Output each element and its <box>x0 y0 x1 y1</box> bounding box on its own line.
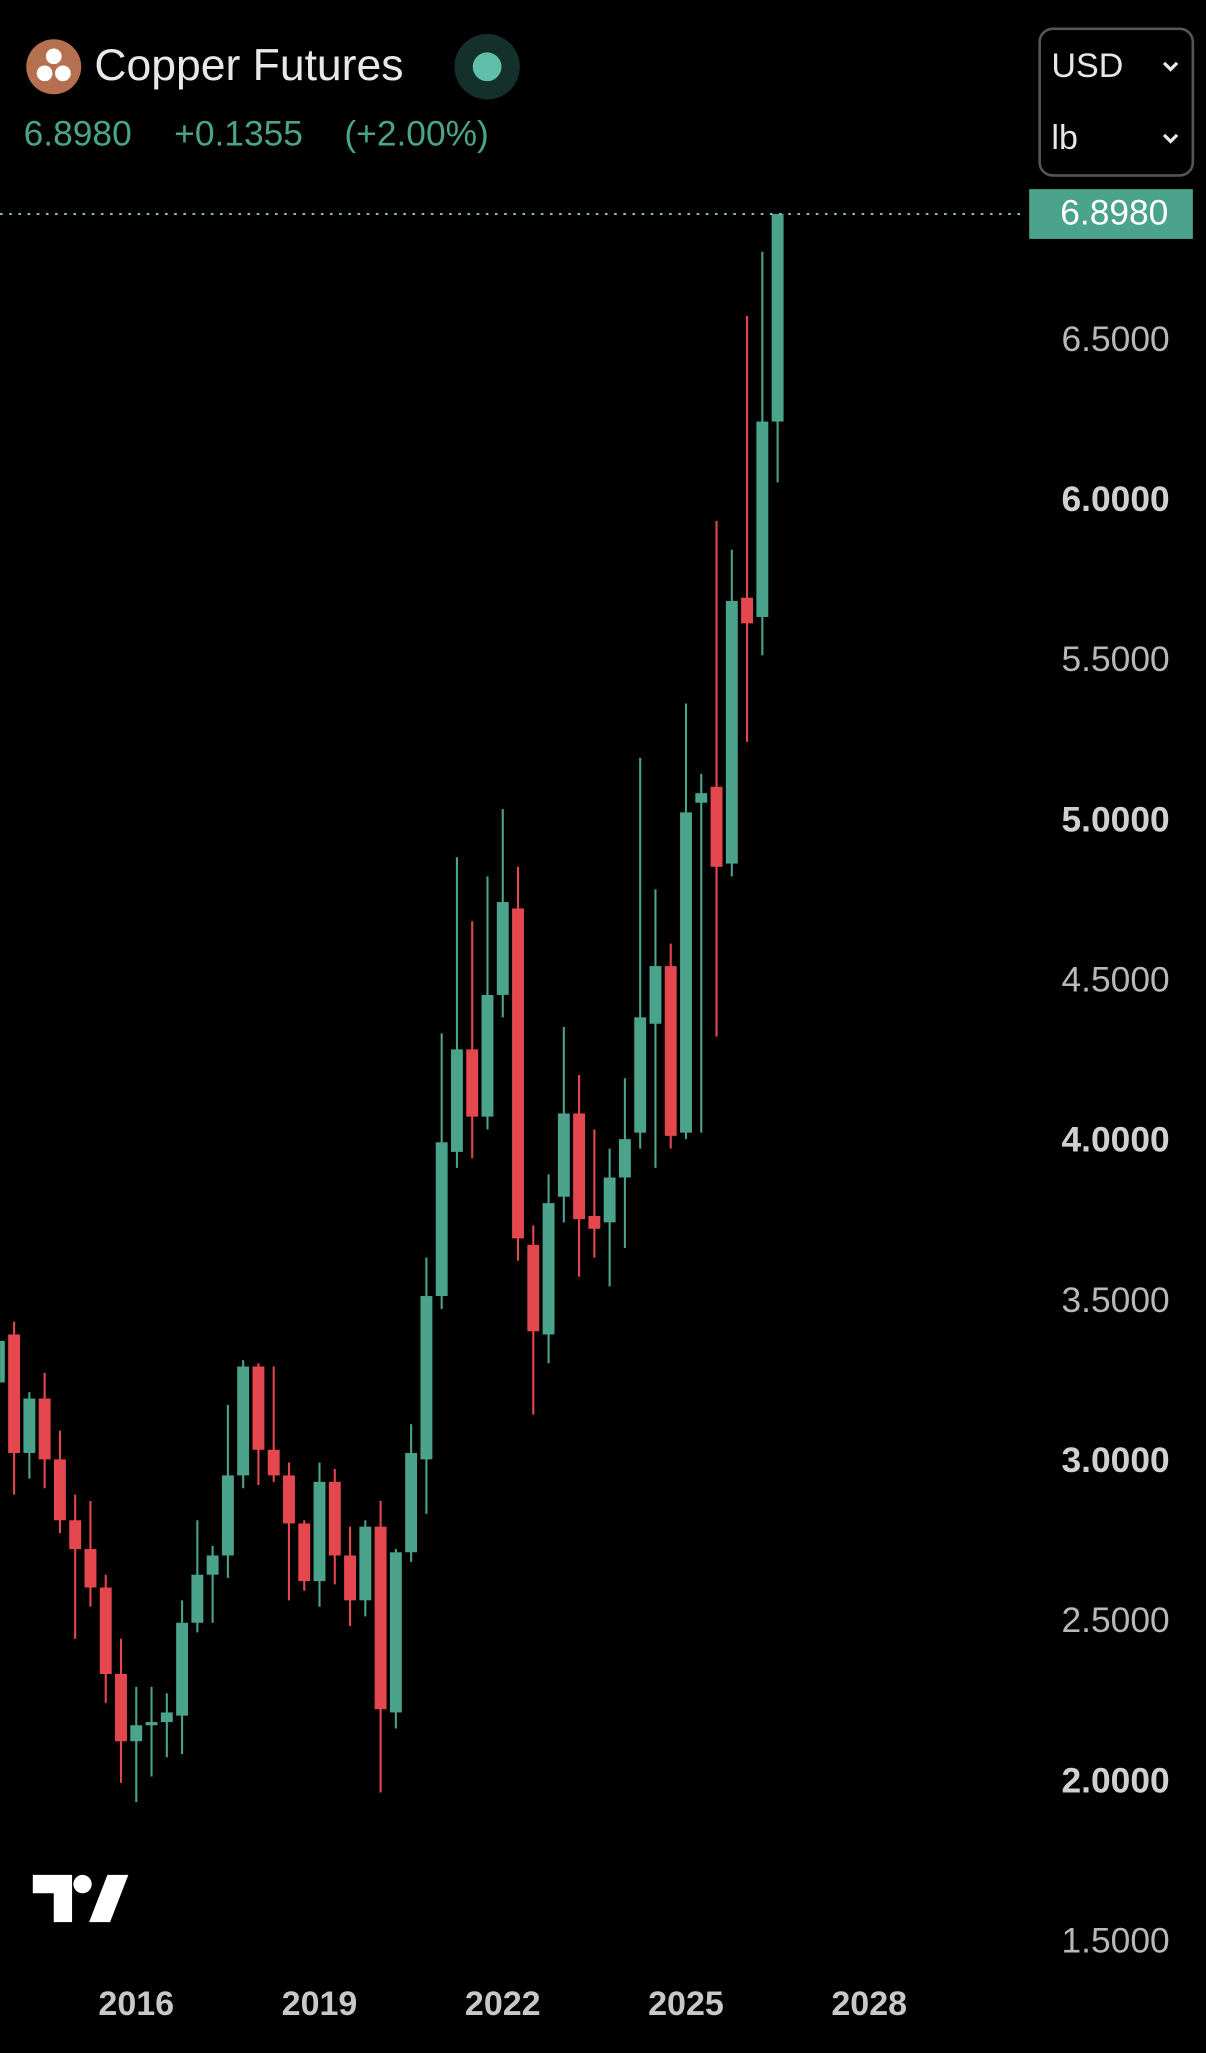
candle-body <box>618 1139 631 1178</box>
y-tick-label: 5.0000 <box>1062 800 1170 839</box>
candle-body <box>8 1334 21 1453</box>
currency-dropdown[interactable]: USD <box>1051 47 1123 85</box>
y-tick-label: 5.5000 <box>1062 640 1170 679</box>
candle-body <box>84 1549 97 1588</box>
candle-body <box>359 1526 372 1601</box>
candle-body <box>344 1555 357 1601</box>
x-tick-label: 2019 <box>282 1985 358 2023</box>
candle-body <box>328 1481 341 1556</box>
candle-body <box>221 1475 234 1556</box>
candle-body <box>542 1203 555 1335</box>
price-change-pct: (+2.00%) <box>344 115 488 154</box>
candle-body <box>252 1366 265 1450</box>
last-price-box <box>1029 189 1193 239</box>
candle-body <box>496 902 509 995</box>
candle-body <box>466 1049 479 1117</box>
unit-selector[interactable]: USD lb <box>1038 27 1195 177</box>
candle-body <box>588 1215 601 1229</box>
candle-body <box>435 1142 448 1297</box>
candle-body <box>481 994 494 1117</box>
candle-body <box>206 1555 219 1575</box>
y-tick-label: 1.5000 <box>1062 1921 1170 1960</box>
candle-body <box>741 597 754 624</box>
x-tick-label: 2028 <box>831 1985 907 2023</box>
symbol-title: Copper Futures <box>94 41 403 90</box>
candle-body <box>115 1674 127 1742</box>
y-tick-label: 3.0000 <box>1062 1441 1170 1480</box>
candle-body <box>649 966 662 1024</box>
candle-body <box>267 1449 280 1476</box>
candle-body <box>23 1398 36 1453</box>
candle-body <box>557 1113 570 1197</box>
candle-body <box>374 1526 387 1710</box>
candle-body <box>298 1523 311 1582</box>
candle-body <box>176 1622 189 1716</box>
symbol-icon <box>26 39 82 95</box>
y-tick-label: 2.0000 <box>1062 1761 1170 1800</box>
candle-body <box>573 1113 586 1220</box>
candle-body <box>130 1725 143 1742</box>
y-tick-label: 6.0000 <box>1062 480 1170 519</box>
x-tick-label: 2022 <box>465 1985 541 2023</box>
candle-body <box>69 1520 82 1550</box>
candle-body <box>512 908 524 1239</box>
unit-dropdown[interactable]: lb <box>1051 119 1078 157</box>
tradingview-logo <box>32 1874 129 1923</box>
candle-body <box>695 793 708 803</box>
y-tick-label: 3.5000 <box>1062 1281 1170 1320</box>
candle-body <box>38 1398 51 1460</box>
candle-body <box>145 1722 158 1726</box>
candle-body <box>527 1244 540 1332</box>
candle-body <box>634 1017 647 1133</box>
candles <box>0 214 784 1803</box>
candle-body <box>725 600 738 864</box>
candle-body <box>0 1340 5 1383</box>
price-change: +0.1355 <box>174 115 303 154</box>
candle-body <box>313 1481 326 1582</box>
candle-body <box>283 1475 295 1524</box>
y-tick-label: 4.5000 <box>1062 960 1170 999</box>
x-tick-label: 2016 <box>98 1985 174 2023</box>
candle-body <box>160 1712 173 1723</box>
last-price: 6.8980 <box>24 115 132 154</box>
candle-body <box>237 1366 250 1476</box>
candle-body <box>53 1459 66 1521</box>
candle-body <box>389 1552 402 1713</box>
status-dot <box>472 52 502 82</box>
candle-body <box>191 1574 204 1623</box>
candle-body <box>99 1587 112 1675</box>
candle-body <box>664 966 677 1136</box>
y-tick-label: 2.5000 <box>1062 1601 1170 1640</box>
x-tick-label: 2025 <box>648 1985 724 2023</box>
candle-body <box>603 1177 616 1223</box>
y-tick-label: 4.0000 <box>1062 1121 1170 1160</box>
candle-body <box>771 214 784 422</box>
candle-body <box>405 1452 418 1553</box>
candle-body <box>450 1049 463 1152</box>
last-price-label: 6.8980 <box>1060 194 1168 233</box>
y-tick-label: 6.5000 <box>1062 320 1170 359</box>
candle-body <box>680 812 692 1133</box>
candle-body <box>420 1296 433 1460</box>
candle-body <box>710 786 723 867</box>
candle-body <box>756 421 769 617</box>
